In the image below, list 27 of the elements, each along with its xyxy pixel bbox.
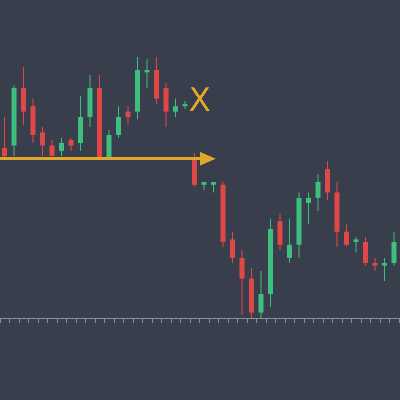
candlestick — [382, 257, 388, 282]
annotation: X — [189, 81, 211, 119]
candlestick — [392, 231, 397, 266]
candlestick — [21, 66, 26, 126]
candlestick — [59, 137, 64, 157]
candlestick — [354, 236, 359, 254]
candlestick — [230, 231, 236, 264]
candlestick — [126, 106, 131, 126]
candlestick — [316, 174, 321, 212]
candlestick — [106, 130, 112, 160]
candlestick — [164, 82, 169, 128]
candlestick — [363, 236, 368, 266]
candlestick — [372, 257, 378, 272]
candlestick — [2, 116, 8, 160]
candlestick — [240, 250, 245, 316]
candlestick — [116, 106, 122, 138]
candlestick — [68, 137, 74, 152]
candlestick — [40, 126, 46, 157]
candlestick — [50, 140, 55, 157]
candlestick — [144, 59, 150, 89]
candlestick — [325, 160, 330, 202]
candlestick — [258, 270, 264, 318]
candlestick — [173, 98, 178, 118]
candlestick — [287, 218, 292, 264]
candlestick — [344, 224, 350, 248]
candlestick — [306, 192, 312, 225]
candlestick — [278, 213, 283, 251]
